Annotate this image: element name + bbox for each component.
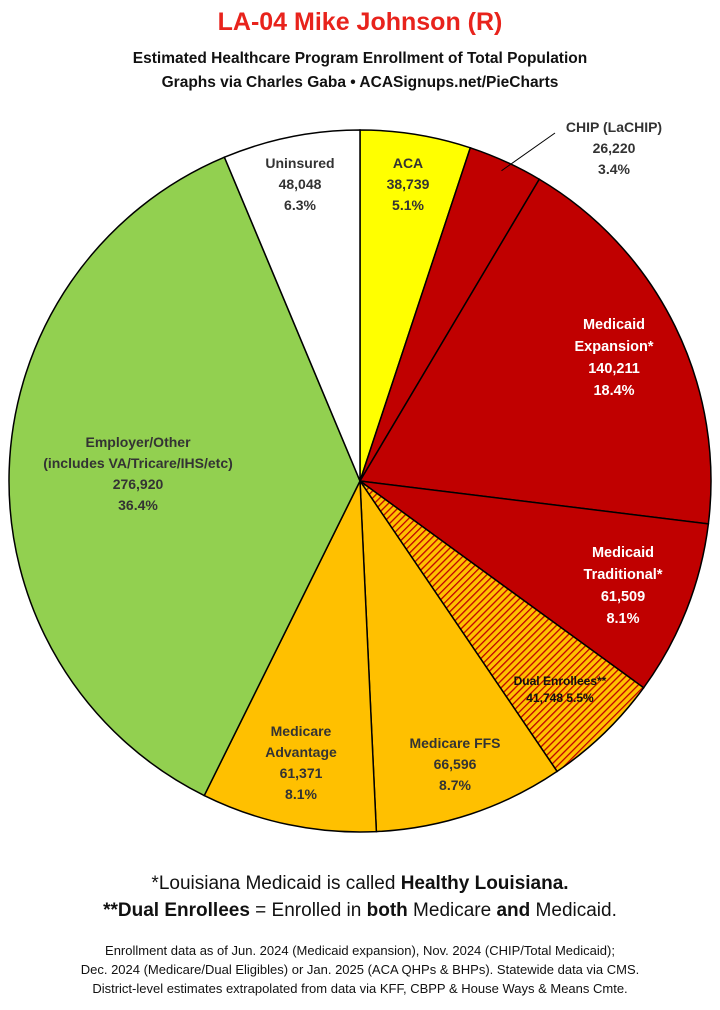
slice-label-line: Dual Enrollees** — [514, 674, 607, 688]
footnote-dual-text-3: Medicaid. — [530, 900, 617, 921]
slice-label-line: 48,048 — [279, 176, 322, 192]
footnote-dual-text-2: Medicare — [407, 900, 497, 921]
slice-label-medicare-advantage: Medicare Advantage 61,371 8.1% — [265, 723, 337, 802]
pie-slice-employer-other — [8, 156, 361, 797]
slice-label-aca: ACA 38,739 5.1% — [387, 155, 430, 213]
footnote-medicaid-text: *Louisiana Medicaid is called — [151, 873, 401, 894]
slice-label-line: (includes VA/Tricare/IHS/etc) — [43, 455, 233, 471]
slice-label-employer-other: Employer/Other (includes VA/Tricare/IHS/e… — [43, 434, 233, 513]
slice-label-line: 36.4% — [118, 497, 158, 513]
slice-label-line: 8.1% — [606, 611, 639, 627]
pie-slices — [8, 129, 712, 833]
slice-label-chip: CHIP (LaCHIP) 26,220 3.4% — [566, 119, 662, 177]
pie-slice-medicaid-traditional — [357, 479, 710, 689]
slice-label-line: 26,220 — [593, 140, 636, 156]
chart-credit-line: Graphs via Charles Gaba • ACASignups.net… — [161, 74, 559, 91]
chart-title: LA-04 Mike Johnson (R) — [217, 8, 503, 36]
footnote-dual-enrollees: **Dual Enrollees = Enrolled in both Medi… — [0, 900, 720, 922]
pie-labels: ACA 38,739 5.1% CHIP (LaCHIP) 26,220 3.4% Medi… — [43, 119, 663, 802]
slice-label-line: Expansion* — [575, 339, 654, 355]
slice-label-line: Uninsured — [265, 155, 334, 171]
slice-label-line: Employer/Other — [85, 434, 191, 450]
source-line-1: Enrollment data as of Jun. 2024 (Medicai… — [105, 943, 615, 958]
pie-slice-uninsured — [223, 129, 361, 482]
slice-label-line: Medicare — [271, 723, 332, 739]
slice-label-dual-enrollees: Dual Enrollees** 41,748 5.5% — [514, 674, 607, 705]
chip-leader-line — [501, 132, 556, 172]
slice-label-line: 61,509 — [601, 589, 645, 605]
slice-label-line: Medicaid — [583, 317, 645, 333]
pie-slice-medicare-ffs — [359, 478, 559, 833]
source-line-2: Dec. 2024 (Medicare/Dual Eligibles) or J… — [80, 962, 640, 977]
slice-label-line: Traditional* — [584, 567, 663, 583]
chart-subtitle: Estimated Healthcare Program Enrollment … — [132, 50, 588, 67]
source-line-3: District-level estimates extrapolated fr… — [92, 981, 628, 996]
footnote-dual-term: **Dual Enrollees — [103, 900, 250, 921]
slice-label-line: 140,211 — [588, 361, 640, 377]
slice-label-line: Medicaid — [592, 545, 654, 561]
footnote-medicaid-name: *Louisiana Medicaid is called Healthy Lo… — [0, 873, 720, 895]
slice-label-line: 8.1% — [285, 786, 317, 802]
slice-label-line: ACA — [393, 155, 423, 171]
slice-label-uninsured: Uninsured 48,048 6.3% — [265, 155, 334, 213]
slice-label-line: Advantage — [265, 744, 337, 760]
footnote-medicaid-bold: Healthy Louisiana. — [400, 873, 569, 894]
footnote-dual-text-1: = Enrolled in — [249, 900, 367, 921]
slice-label-line: Medicare FFS — [409, 735, 500, 751]
slice-label-line: 18.4% — [593, 383, 634, 399]
footnote-dual-and: and — [496, 900, 531, 921]
slice-label-line: 276,920 — [113, 476, 164, 492]
slice-label-line: 41,748 5.5% — [526, 691, 594, 705]
slice-label-line: 61,371 — [280, 765, 323, 781]
slice-label-medicaid-expansion: Medicaid Expansion* 140,211 18.4% — [575, 317, 654, 399]
slice-label-line: 5.1% — [392, 197, 424, 213]
slice-label-medicare-ffs: Medicare FFS 66,596 8.7% — [409, 735, 500, 793]
pie-slice-medicare-advantage — [203, 478, 378, 833]
slice-label-medicaid-traditional: Medicaid Traditional* 61,509 8.1% — [584, 545, 663, 627]
footnote-dual-both: both — [366, 900, 408, 921]
slice-label-line: 6.3% — [284, 197, 316, 213]
slice-label-line: 38,739 — [387, 176, 430, 192]
slice-label-line: 66,596 — [434, 756, 477, 772]
slice-label-line: 8.7% — [439, 777, 471, 793]
pie-slice-medicaid-expansion — [358, 178, 712, 525]
slice-label-line: CHIP (LaCHIP) — [566, 119, 662, 135]
slice-label-line: 3.4% — [598, 161, 630, 177]
